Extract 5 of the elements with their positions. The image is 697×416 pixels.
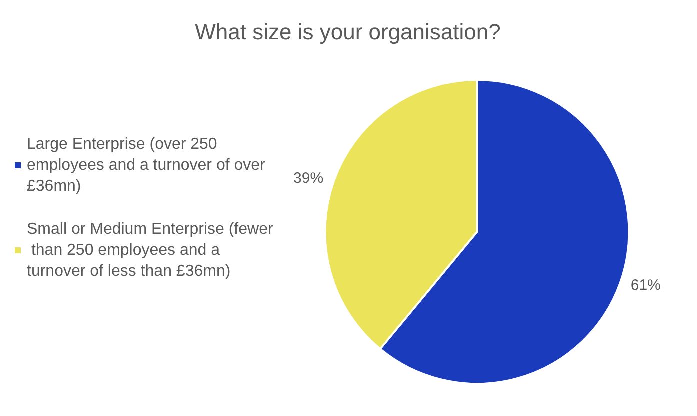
legend-label: Large Enterprise (over 250 employees and a turnover of over £36mn) [27,136,270,195]
data-label: 61% [630,277,661,294]
chart-title: What size is your organisation? [195,20,501,44]
data-label: 39% [294,170,324,187]
legend-label: Small or Medium Enterprise (fewer than 250 employees and a turnover of less than £36mn) [27,221,274,280]
